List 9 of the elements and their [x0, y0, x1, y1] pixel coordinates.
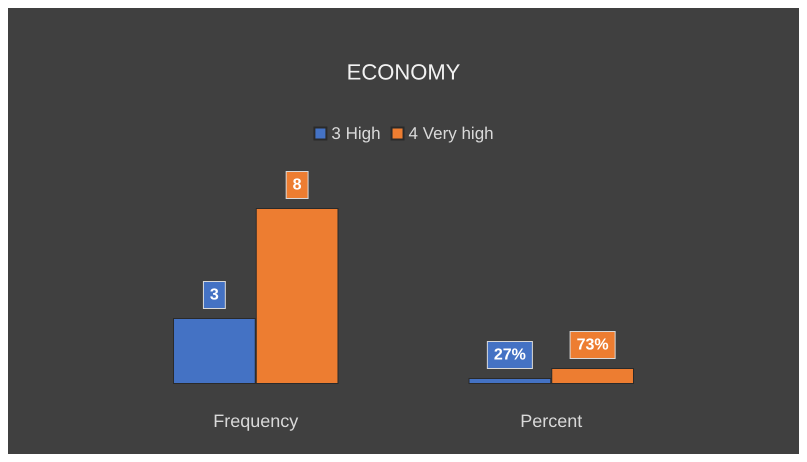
data-label: 3: [210, 286, 219, 304]
x-tick-label: Percent: [520, 411, 582, 431]
data-label: 8: [292, 176, 302, 194]
data-label: 73%: [576, 336, 609, 354]
x-tick-label: Frequency: [213, 411, 298, 431]
data-label: 27%: [494, 346, 526, 364]
legend-label: 4 Very high: [408, 124, 494, 143]
legend-label: 3 High: [331, 124, 381, 143]
chart-title: ECONOMY: [346, 60, 461, 84]
